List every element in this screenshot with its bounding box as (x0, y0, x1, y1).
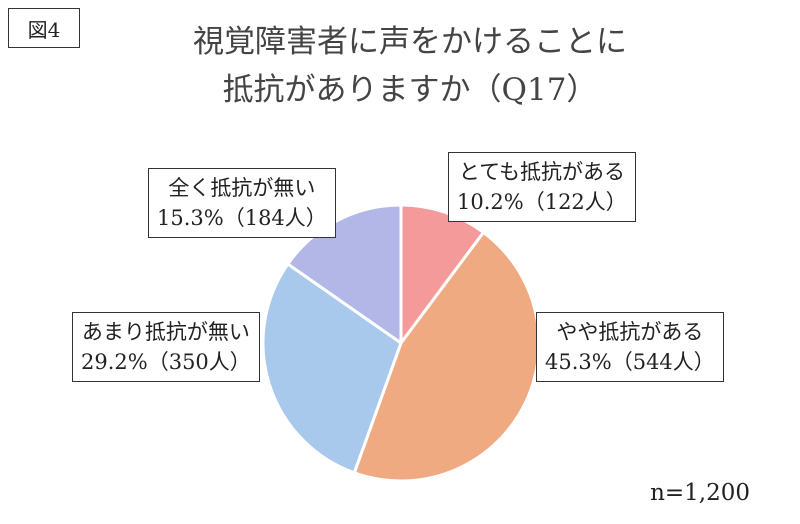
sample-size-label: n=1,200 (650, 480, 750, 506)
chart-title: 視覚障害者に声をかけることに 抵抗がありますか（Q17） (150, 18, 670, 114)
callout-no-resistance: 全く抵抗が無い 15.3%（184人） (148, 168, 336, 238)
pie-slice-2 (261, 262, 403, 475)
slice-value-label: 29.2%（350人） (81, 350, 251, 374)
slice-value-label: 45.3%（544人） (545, 350, 715, 374)
pie-slice-0 (399, 203, 486, 345)
pie-slice-1 (352, 230, 541, 483)
slice-value-label: 10.2%（122人） (457, 190, 627, 214)
slice-value-label: 15.3%（184人） (157, 206, 327, 230)
slice-label: やや抵抗がある (556, 320, 704, 344)
figure-label: 図4 (8, 8, 80, 48)
slice-label: とても抵抗がある (458, 160, 626, 184)
callout-strong-resistance: とても抵抗がある 10.2%（122人） (448, 152, 636, 222)
callout-little-resistance: あまり抵抗が無い 29.2%（350人） (72, 312, 260, 382)
pie-slice-3 (286, 203, 403, 345)
slice-label: 全く抵抗が無い (168, 176, 316, 200)
chart-title-line-1: 視覚障害者に声をかけることに (193, 24, 627, 60)
chart-title-line-2: 抵抗がありますか（Q17） (222, 72, 598, 108)
slice-label: あまり抵抗が無い (81, 320, 250, 344)
callout-some-resistance: やや抵抗がある 45.3%（544人） (536, 312, 724, 382)
